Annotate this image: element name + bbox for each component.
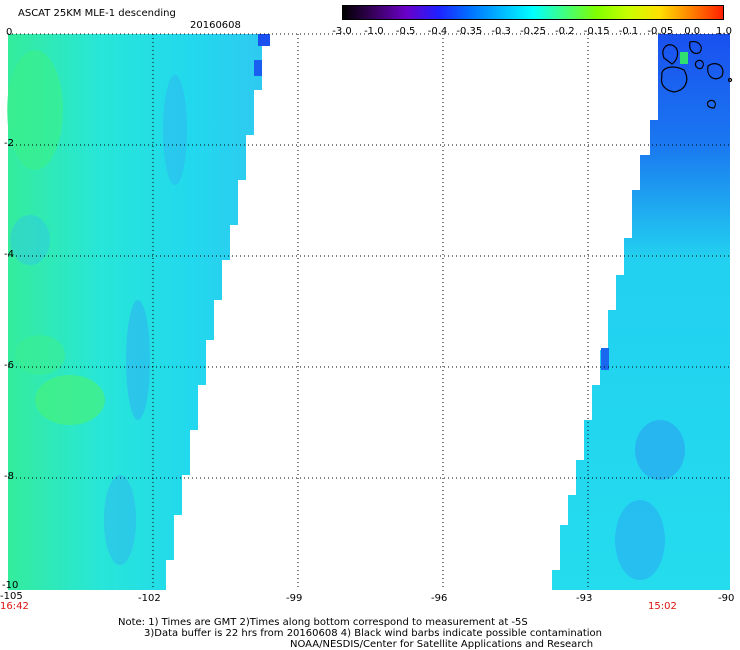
colorbar-legend [342,5,724,20]
note-line-3: NOAA/NESDIS/Center for Satellite Applica… [290,639,594,650]
west-swath [7,34,270,590]
colorbar-label-2: -0.5 [395,26,416,37]
green-patch-north [7,50,63,170]
blue-streak-mid [126,300,150,420]
blue-streak-upper [163,75,187,185]
colorbar-label-8: -0.15 [583,26,610,37]
colorbar-label-1: -1.0 [364,26,384,37]
notes-block: Note: 1) Times are GMT 2)Times along bot… [118,617,602,650]
green-patch-center [35,375,105,425]
grid-lines [8,33,730,590]
x-tick-3: -96 [431,593,448,604]
x-tick-4: -93 [576,593,593,604]
x-tick-2: -99 [286,593,303,604]
island-6 [706,99,716,109]
island-5 [694,59,704,70]
chart-title: ASCAT 25KM MLE-1 descending [18,8,176,19]
y-tick-2: -4 [4,249,14,260]
colorbar [342,5,724,20]
time-right: 15:02 [648,601,677,612]
time-left: 16:42 [0,601,29,612]
blue-streak-lower [104,475,136,565]
colorbar-label-4: -0.35 [456,26,483,37]
y-tick-5: -10 [2,580,19,591]
x-tick-5: -90 [718,593,735,604]
green-cell-east [680,52,688,64]
blue-cell-1 [258,34,270,46]
colorbar-label-10: -0.05 [647,26,674,37]
east-swath-area [552,34,730,590]
note-line-1: Note: 1) Times are GMT 2)Times along bot… [118,617,528,628]
east-swath [552,34,730,590]
colorbar-label-11: 0.0 [684,26,701,37]
y-tick-3: -6 [4,360,14,371]
blue-patch-southeast [635,420,685,480]
x-tick-1: -102 [138,593,161,604]
green-patch-south [15,335,65,375]
island-2 [689,41,702,55]
colorbar-label-7: -0.2 [555,26,575,37]
blue-streak-west [10,215,50,265]
y-tick-1: -2 [4,138,14,149]
island-4 [707,63,724,80]
y-tick-4: -8 [4,471,14,482]
note-line-2: 3)Data buffer is 22 hrs from 20160608 4)… [144,628,602,639]
galapagos-islands [660,41,733,109]
colorbar-label-0: -3.0 [332,26,352,37]
island-7 [727,77,733,83]
y-tick-0: 0 [6,27,13,38]
island-1 [662,44,679,65]
colorbar-label-12: 1.0 [716,26,732,37]
blue-cell-2 [254,60,262,76]
colorbar-label-9: -0.1 [618,26,639,37]
colorbar-label-3: -0.4 [427,26,448,37]
island-3 [660,66,688,93]
colorbar-label-6: -0.25 [520,26,546,37]
blue-cell-east [601,348,609,370]
colorbar-label-5: -0.3 [491,26,511,37]
x-tick-0: -105 [0,591,23,602]
blue-patch-south [615,500,665,580]
chart-date: 20160608 [190,20,241,31]
